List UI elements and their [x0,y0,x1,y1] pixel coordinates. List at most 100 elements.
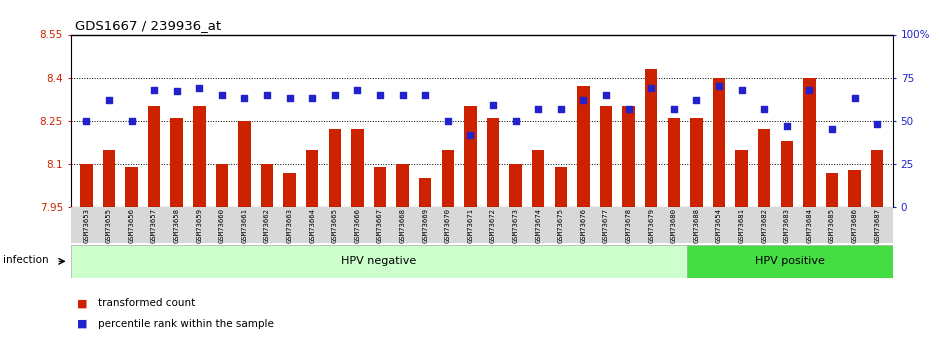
Bar [577,86,589,207]
Point [417,92,432,98]
Text: GSM73663: GSM73663 [287,208,292,243]
Point [666,106,681,111]
Text: GSM73682: GSM73682 [761,208,767,243]
Point [621,106,636,111]
Bar [193,106,206,207]
Text: GSM73666: GSM73666 [354,208,360,243]
Text: GSM73672: GSM73672 [490,208,496,243]
Text: GSM73654: GSM73654 [716,208,722,243]
Bar [735,149,748,207]
Point [147,87,162,92]
Bar [758,129,771,207]
Bar [803,78,816,207]
Text: GSM73684: GSM73684 [807,208,812,243]
Text: GSM73658: GSM73658 [174,208,180,243]
Point [554,106,569,111]
Text: GSM73653: GSM73653 [84,208,89,243]
Bar [667,118,680,207]
Text: GSM73680: GSM73680 [671,208,677,243]
Point [712,83,727,89]
Bar [125,167,138,207]
Point [757,106,772,111]
Bar [261,164,274,207]
Bar [352,129,364,207]
Point [576,97,591,103]
Text: GSM73683: GSM73683 [784,208,790,243]
Point [779,123,794,129]
Text: GSM73675: GSM73675 [557,208,564,243]
Bar [622,106,635,207]
Point [509,118,524,124]
Point [350,87,365,92]
Point [802,87,817,92]
Point [824,127,839,132]
Bar [487,118,499,207]
Text: GSM73686: GSM73686 [852,208,857,243]
Text: GSM73688: GSM73688 [694,208,699,243]
Text: GSM73679: GSM73679 [649,208,654,243]
Point [395,92,410,98]
Text: GSM73669: GSM73669 [422,208,429,243]
Text: transformed count: transformed count [98,298,195,308]
Text: ■: ■ [77,298,87,308]
Bar [70,245,687,278]
Point [689,97,704,103]
Text: GSM73673: GSM73673 [512,208,519,243]
Text: GSM73677: GSM73677 [603,208,609,243]
Text: GSM73676: GSM73676 [580,208,587,243]
Bar [80,164,92,207]
Text: GSM73655: GSM73655 [106,208,112,243]
Bar [238,121,251,207]
Text: GSM73681: GSM73681 [739,208,744,243]
Text: GSM73660: GSM73660 [219,208,225,243]
Point [237,96,252,101]
Text: GSM73678: GSM73678 [626,208,632,243]
Text: GSM73667: GSM73667 [377,208,384,243]
Point [372,92,387,98]
Bar [555,167,567,207]
Bar [687,245,893,278]
Text: infection: infection [3,256,49,265]
Text: HPV negative: HPV negative [341,256,416,266]
Bar [374,167,386,207]
Point [214,92,229,98]
Point [305,96,320,101]
Point [847,96,862,101]
Point [462,132,478,137]
Text: GSM73662: GSM73662 [264,208,270,243]
Text: GDS1667 / 239936_at: GDS1667 / 239936_at [75,19,221,32]
Point [259,92,274,98]
Text: GSM73671: GSM73671 [467,208,474,243]
Point [486,102,501,108]
Text: GSM73687: GSM73687 [874,208,880,243]
Bar [509,164,522,207]
Bar [690,118,702,207]
Point [599,92,614,98]
Point [169,89,184,94]
Point [644,85,659,91]
Text: GSM73661: GSM73661 [242,208,247,243]
Bar [329,129,341,207]
Point [102,97,117,103]
Text: HPV positive: HPV positive [755,256,825,266]
Point [440,118,455,124]
Bar [442,149,454,207]
Bar [148,106,161,207]
Point [870,121,885,127]
Text: ■: ■ [77,319,87,329]
Point [531,106,546,111]
Text: GSM73656: GSM73656 [129,208,134,243]
Text: GSM73674: GSM73674 [535,208,541,243]
Bar [849,170,861,207]
Bar [397,164,409,207]
Bar [780,141,793,207]
Bar [600,106,612,207]
Point [327,92,342,98]
Bar [102,149,115,207]
Point [734,87,749,92]
Text: GSM73670: GSM73670 [445,208,451,243]
Point [282,96,297,101]
Point [79,118,94,124]
Text: percentile rank within the sample: percentile rank within the sample [98,319,274,329]
Point [192,85,207,91]
